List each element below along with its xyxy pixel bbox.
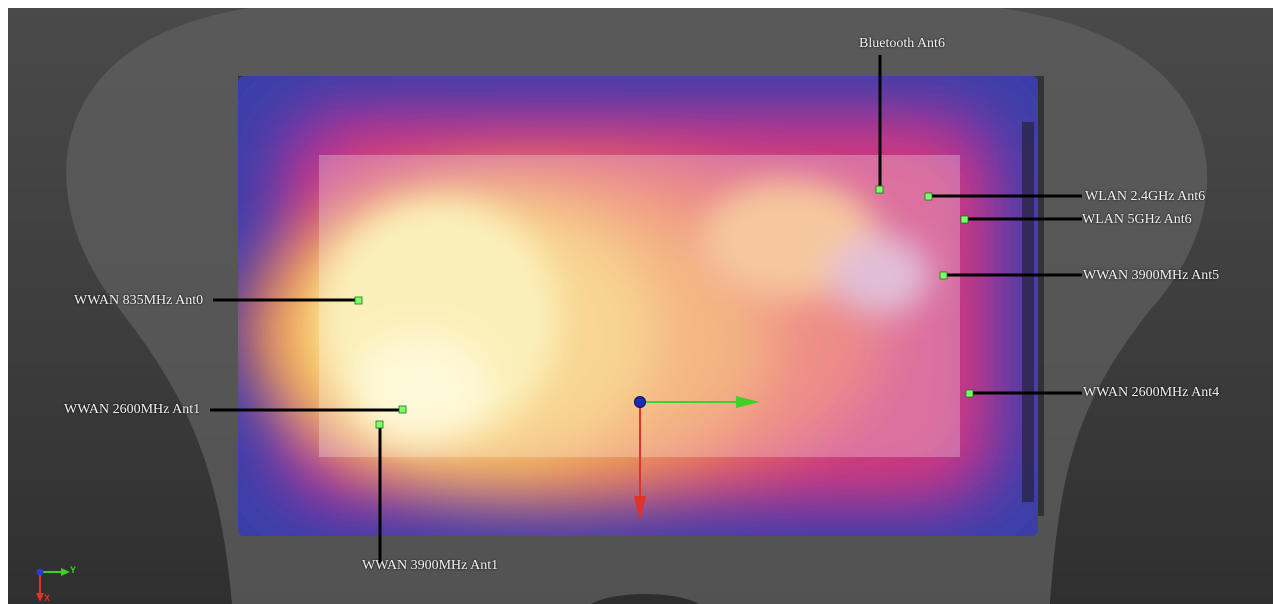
phantom-chin	[591, 594, 699, 604]
label-wwan-835mhz-ant0: WWAN 835MHz Ant0	[74, 293, 204, 308]
gizmo-y-arrowhead[interactable]	[736, 396, 760, 408]
top-border	[0, 0, 1273, 8]
marker-wwan-2600mhz-ant1	[398, 405, 407, 414]
axis-y-letter: Y	[70, 565, 77, 575]
label-wwan-2600mhz-ant1: WWAN 2600MHz Ant1	[64, 402, 201, 417]
marker-wlan-24ghz-ant6	[924, 192, 933, 201]
marker-wwan-3900mhz-ant1	[375, 420, 384, 429]
label-wwan-2600mhz-ant4: WWAN 2600MHz Ant4	[1083, 385, 1220, 400]
marker-bluetooth-ant6	[875, 185, 884, 194]
sar-heatmap	[238, 76, 1038, 536]
marker-wwan-3900mhz-ant5	[939, 271, 948, 280]
left-border	[0, 0, 8, 604]
label-wwan-3900mhz-ant5: WWAN 3900MHz Ant5	[1083, 268, 1220, 283]
device-edge	[1022, 122, 1034, 502]
axis-triad-graphic	[36, 568, 70, 602]
transform-gizmo[interactable]	[634, 396, 760, 520]
marker-wwan-2600mhz-ant4	[965, 389, 974, 398]
marker-wlan-5ghz-ant6	[960, 215, 969, 224]
leader-lines	[210, 55, 1082, 563]
label-wlan-5ghz-ant6: WLAN 5GHz Ant6	[1082, 212, 1192, 227]
antenna-markers	[354, 185, 974, 429]
marker-wwan-835mhz-ant0	[354, 296, 363, 305]
axis-triad: Y X	[30, 560, 90, 604]
gizmo-origin[interactable]	[634, 396, 646, 408]
axis-x-letter: X	[44, 593, 51, 603]
gizmo-x-arrowhead[interactable]	[634, 496, 646, 520]
label-wlan-24ghz-ant6: WLAN 2.4GHz Ant6	[1085, 189, 1206, 204]
label-wwan-3900mhz-ant1: WWAN 3900MHz Ant1	[362, 558, 499, 573]
label-bluetooth-ant6: Bluetooth Ant6	[859, 36, 945, 51]
